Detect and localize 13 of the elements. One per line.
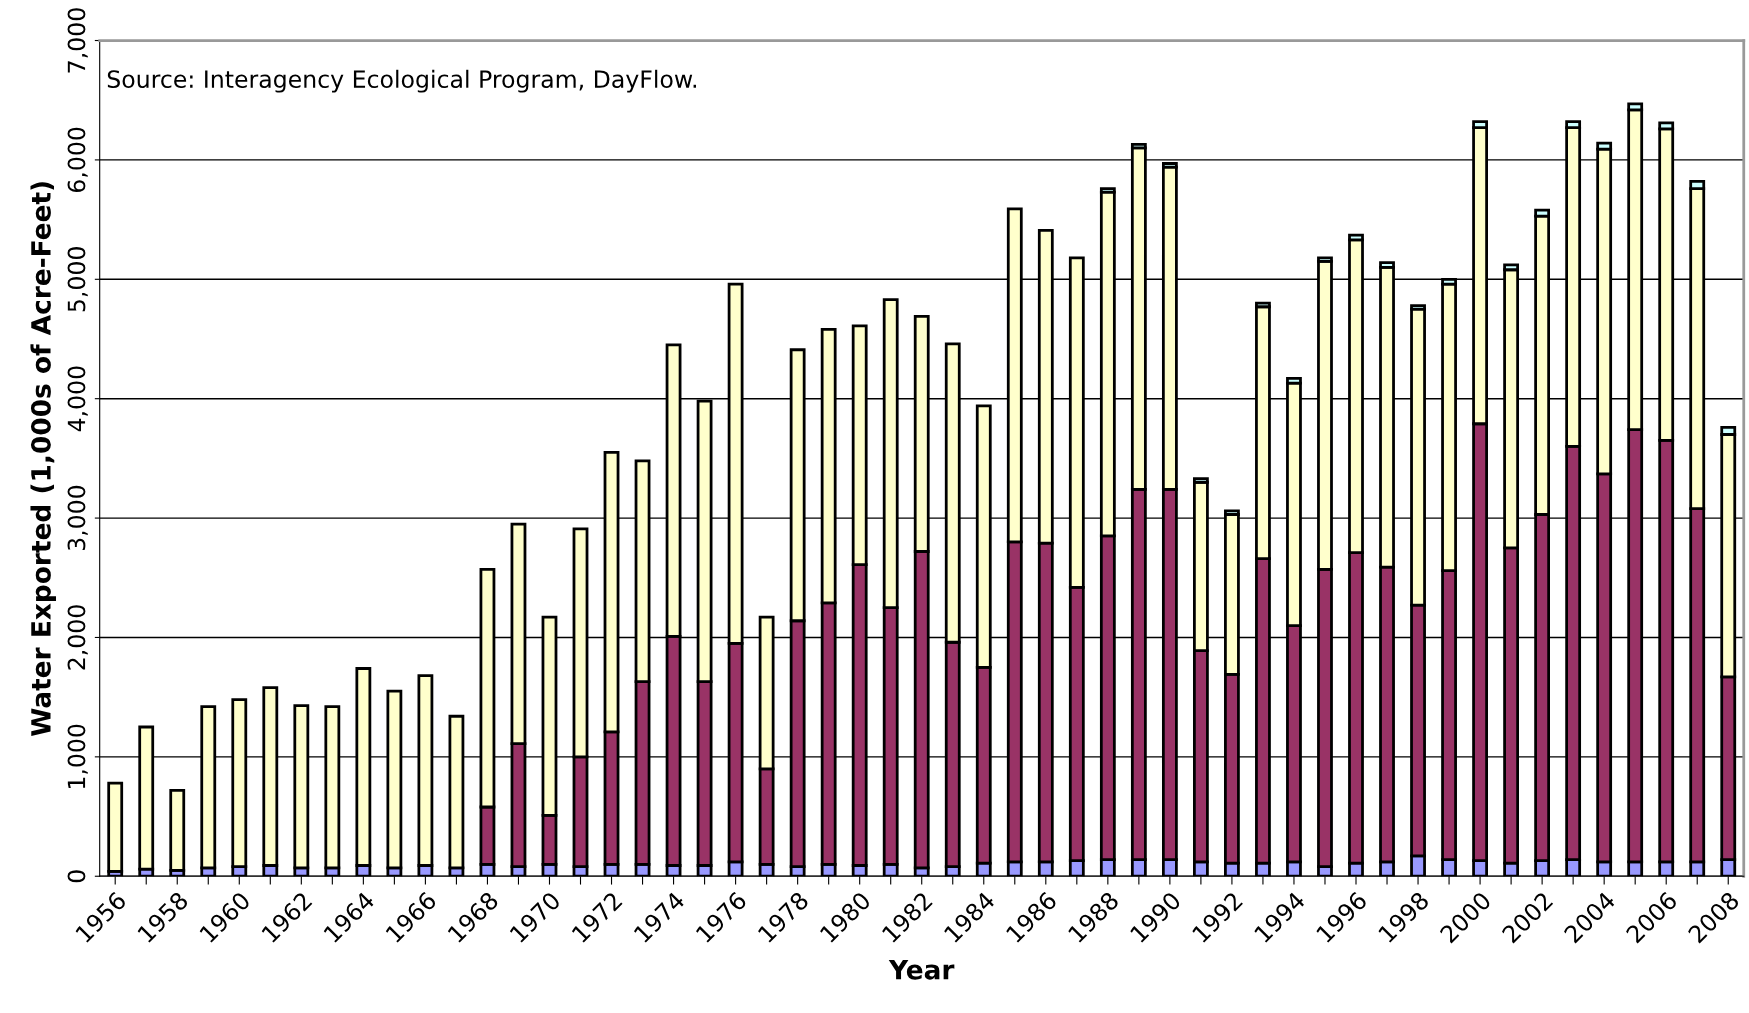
y-tick-label: 6,000 (67, 127, 88, 193)
y-tick-label: 5,000 (67, 247, 88, 312)
annotation: Source: Interagency Ecological Program, DayFlow. (107, 69, 696, 93)
y-tick-label: 7,000 (67, 8, 88, 73)
y-tick-label: 4,000 (67, 366, 88, 432)
y-tick-label: 3,000 (67, 485, 88, 551)
x-axis-title: Year (888, 960, 955, 980)
y-tick-label: 2,000 (67, 605, 88, 670)
bar (107, 781, 124, 873)
y-tick-label: 1,000 (67, 724, 88, 789)
bar (169, 788, 186, 872)
y-tick-label: 0 (67, 870, 86, 883)
y-axis-title: Water Exported (1,000s of Acre-Feet) (30, 182, 57, 737)
